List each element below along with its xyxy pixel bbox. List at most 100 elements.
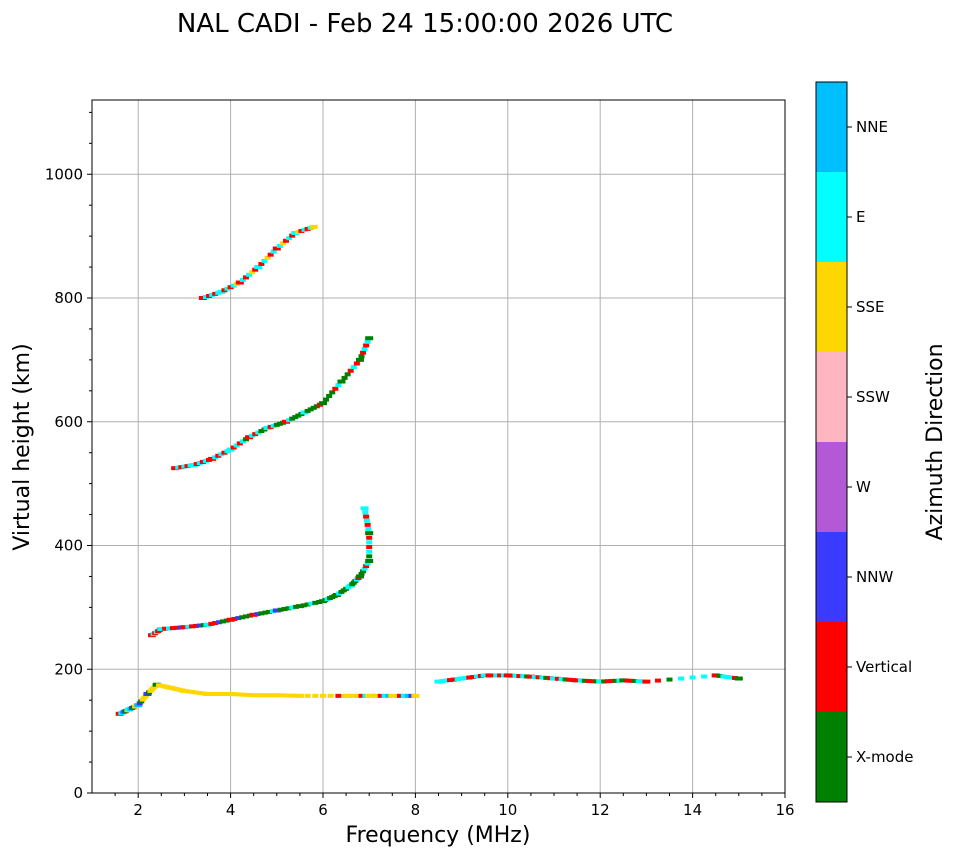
trace-mark (366, 549, 373, 554)
trace-mark (203, 622, 212, 627)
trace-mark (215, 453, 222, 458)
trace-mark (342, 693, 351, 698)
trace-mark (206, 293, 213, 298)
trace-mark (202, 294, 209, 299)
colorbar: X-mode Vertical NNW W SSW SSE E NNE (816, 82, 913, 802)
trace-mark (312, 693, 319, 698)
trace-mark (192, 623, 199, 628)
x-tick-label: 14 (683, 801, 702, 819)
trace-mark (489, 673, 496, 678)
trace-mark (289, 233, 296, 238)
trace-mark (185, 624, 192, 629)
colorbar-swatch-sse (816, 262, 847, 352)
trace-mark (358, 571, 365, 576)
trace-mark (601, 679, 608, 684)
trace-mark (308, 601, 315, 606)
trace-mark (239, 277, 246, 282)
trace-mark (562, 677, 569, 682)
trace-mark (267, 424, 274, 429)
trace-mark (270, 249, 277, 254)
colorbar-swatch-nne (816, 82, 847, 172)
trace-mark (252, 267, 259, 272)
trace-mark (309, 224, 318, 229)
trace-mark (539, 675, 546, 680)
trace-mark (300, 410, 309, 415)
trace-mark (701, 674, 708, 679)
trace-mark (289, 693, 296, 698)
x-tick-label: 8 (411, 801, 421, 819)
trace-mark (493, 673, 500, 678)
grid-lines (92, 100, 785, 793)
trace-mark (263, 425, 272, 430)
trace-mark (337, 379, 346, 384)
colorbar-swatch-x-mode (816, 712, 847, 802)
trace-mark (281, 607, 288, 612)
trace-mark (243, 692, 249, 697)
trace-mark (411, 693, 420, 698)
trace-mark (262, 610, 269, 615)
trace-mark (221, 288, 228, 293)
trace-mark (642, 679, 651, 684)
trace-mark (358, 693, 365, 698)
trace-mark (363, 343, 370, 348)
trace-mark (365, 693, 374, 698)
trace-mark (258, 693, 265, 698)
trace-mark (608, 679, 615, 684)
trace-mark (370, 693, 377, 698)
plot-frame (91, 99, 786, 794)
trace-mark (212, 621, 219, 626)
trace-mark (261, 258, 268, 263)
trace-mark (728, 675, 735, 680)
x-axis-label: Frequency (MHz) (346, 823, 531, 848)
y-tick-label: 400 (54, 537, 83, 555)
trace-mark (323, 397, 330, 402)
trace-mark (258, 611, 265, 616)
trace-mark (254, 612, 261, 617)
trace-mark (466, 675, 473, 680)
trace-mark (457, 676, 466, 681)
trace-mark (208, 621, 215, 626)
trace-mark (252, 432, 259, 437)
trace-mark (388, 693, 397, 698)
trace-mark (526, 674, 535, 679)
trace-mark (366, 535, 373, 540)
trace-mark (224, 286, 231, 291)
trace-mark (230, 445, 237, 450)
trace-mark (360, 569, 367, 574)
colorbar-label: NNW (856, 568, 893, 586)
trace-mark (196, 690, 203, 695)
trace-mark (404, 693, 411, 698)
colorbar-label: Vertical (856, 658, 912, 676)
colorbar-frame (815, 81, 848, 803)
trace-mark (363, 518, 370, 523)
trace-mark (366, 545, 373, 550)
trace-mark (230, 283, 237, 288)
trace-mark (300, 603, 307, 608)
trace-mark (246, 272, 253, 277)
trace-mark (612, 678, 619, 683)
colorbar-label: SSE (856, 298, 885, 316)
trace-mark (520, 674, 527, 679)
trace-mark (221, 450, 228, 455)
trace-mark (485, 673, 492, 678)
trace-mark (208, 456, 217, 461)
trace-mark (301, 227, 308, 232)
trace-mark (400, 693, 407, 698)
trace-mark (319, 401, 327, 406)
trace-mark (235, 692, 242, 697)
trace-mark (276, 243, 283, 248)
trace-mark (189, 689, 196, 694)
trace-mark (373, 693, 380, 698)
colorbar-label: X-mode (856, 748, 913, 766)
trace-mark (332, 386, 339, 391)
trace-mark (347, 368, 354, 373)
trace-mark (361, 566, 368, 571)
trace-mark (377, 693, 384, 698)
trace-mark (258, 429, 265, 434)
trace-mark (364, 339, 371, 344)
trace-mark (577, 678, 584, 683)
colorbar-label: W (856, 478, 871, 496)
trace-mark (558, 677, 565, 682)
trace-mark (189, 463, 198, 468)
x-axis-ticks: 2 4 6 8 10 12 14 16 (114, 793, 795, 819)
